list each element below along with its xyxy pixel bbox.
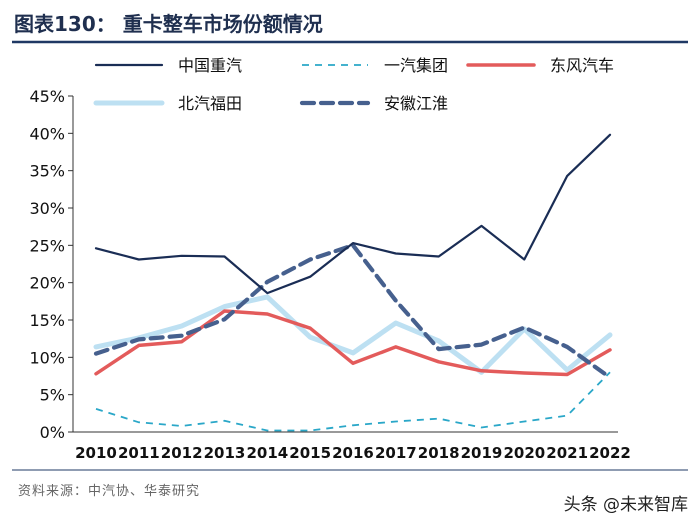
- source-note: 资料来源：中汽协、华泰研究: [18, 484, 201, 499]
- legend-label-3: 东风汽车: [550, 56, 614, 75]
- x-tick-label: 2010: [75, 444, 117, 462]
- series-line-2: [95, 371, 611, 432]
- x-tick-label: 2020: [503, 444, 545, 462]
- legend-label-1: 中国重汽: [178, 56, 242, 75]
- y-tick-label: 10%: [29, 348, 65, 367]
- y-tick-label: 20%: [29, 274, 65, 293]
- legend-label-4: 北汽福田: [178, 94, 242, 113]
- y-tick-label: 30%: [29, 199, 65, 218]
- x-tick-label: 2011: [118, 444, 160, 462]
- x-tick-label: 2014: [246, 444, 288, 462]
- y-tick-label: 40%: [29, 124, 65, 143]
- y-tick-label: 25%: [29, 236, 65, 255]
- x-tick-label: 2013: [204, 444, 246, 462]
- x-tick-label: 2019: [461, 444, 503, 462]
- y-tick-label: 35%: [29, 162, 65, 181]
- y-tick-label: 5%: [40, 386, 65, 405]
- x-tick-label: 2012: [161, 444, 203, 462]
- y-tick-label: 15%: [29, 311, 65, 330]
- x-tick-label: 2018: [418, 444, 460, 462]
- series-lines: [93, 133, 613, 432]
- x-tick-label: 2015: [289, 444, 331, 462]
- series-line-3: [94, 309, 612, 377]
- x-tick-label: 2017: [375, 444, 417, 462]
- series-line-5: [93, 243, 613, 380]
- x-tick-label: 2022: [589, 444, 631, 462]
- x-tick-label: 2016: [332, 444, 374, 462]
- x-tick-label: 2021: [546, 444, 588, 462]
- legend-label-2: 一汽集团: [384, 56, 448, 75]
- y-tick-label: 0%: [40, 423, 65, 442]
- y-tick-label: 45%: [29, 87, 65, 106]
- watermark: 头条 @未来智库: [563, 495, 688, 515]
- series-line-1: [94, 133, 612, 295]
- legend-label-5: 安徽江淮: [384, 94, 448, 113]
- axes: 0% 5% 10% 15% 20% 25% 30% 35% 40% 45% 2010 2011 2012…: [29, 87, 630, 462]
- chart-title: 图表130： 重卡整车市场份额情况: [14, 12, 323, 36]
